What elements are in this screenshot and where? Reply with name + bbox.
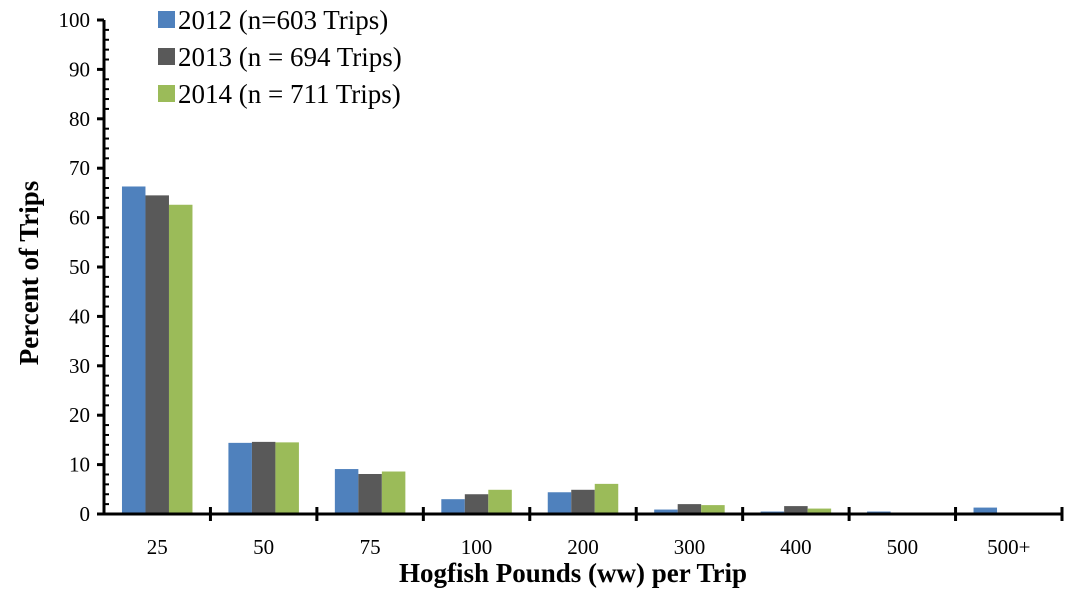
bar-2012-75 [334,469,359,514]
bar-2012-500+ [973,507,998,514]
y-tick-label: 100 [59,8,91,32]
legend-label: 2014 (n = 711 Trips) [178,79,401,109]
bar-2013-50 [251,441,276,514]
legend-label: 2012 (n=603 Trips) [178,5,388,35]
axes-layer [97,18,1064,521]
x-tick-label: 50 [253,535,274,559]
legend-swatch [158,85,175,102]
x-axis-title: Hogfish Pounds (ww) per Trip [399,558,747,588]
y-tick-label: 90 [69,57,90,81]
tick-labels-layer: 0 10 20 30 40 50 60 70 80 90 100 25 50 75 100 200 300 400… [59,8,1031,559]
legend-swatch [158,48,175,65]
y-tick-label: 20 [69,403,90,427]
y-tick-label: 40 [69,304,90,328]
bar-2013-200 [571,489,595,514]
bar-2014-300 [701,505,725,514]
y-tick-label: 10 [69,453,90,477]
y-tick-label: 70 [69,156,90,180]
legend-swatch [158,11,175,28]
y-tick-label: 30 [69,354,90,378]
x-tick-label: 25 [147,535,168,559]
y-tick-label: 60 [69,206,90,230]
bar-2012-25 [121,186,146,515]
bar-2014-75 [381,471,406,514]
y-tick-label: 80 [69,107,90,131]
bar-2012-300 [654,509,678,514]
legend: 2012 (n=603 Trips) 2013 (n = 694 Trips) 20… [158,5,402,109]
bar-2014-50 [275,442,299,514]
legend-label: 2013 (n = 694 Trips) [178,42,402,72]
x-tick-label: 100 [461,535,493,559]
bar-2014-400 [807,508,832,514]
x-tick-label: 400 [780,535,812,559]
bar-2014-25 [168,204,193,514]
y-tick-label: 50 [69,255,90,279]
bar-2012-50 [228,442,252,514]
bar-2013-400 [784,506,808,514]
x-tick-label: 500+ [987,535,1030,559]
x-tick-label: 300 [674,535,706,559]
bar-2013-100 [464,494,489,514]
bars-layer [121,186,998,515]
x-tick-label: 200 [567,535,599,559]
bar-2012-200 [547,492,572,514]
y-tick-label: 0 [80,502,91,526]
x-tick-label: 500 [887,535,919,559]
bar-2013-75 [358,473,382,514]
bar-2013-25 [145,195,169,514]
x-tick-label: 75 [360,535,381,559]
bar-2013-300 [677,504,702,514]
bar-2014-200 [594,483,619,514]
y-axis-title: Percent of Trips [14,181,44,365]
bar-2014-100 [488,489,512,514]
bar-2012-100 [441,499,465,514]
